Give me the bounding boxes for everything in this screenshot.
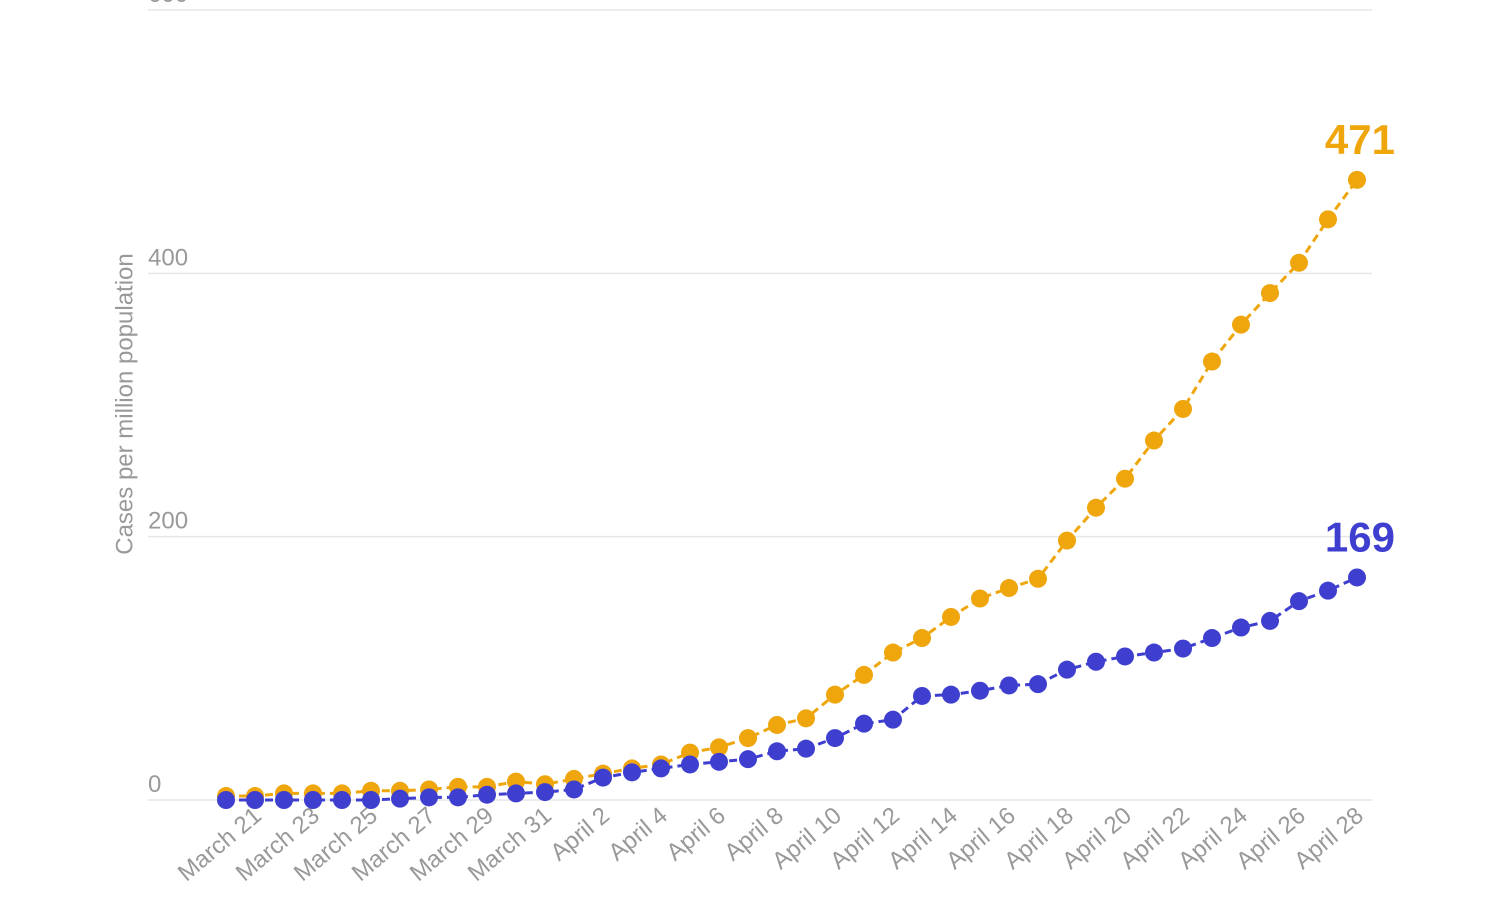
data-point	[652, 759, 670, 778]
data-point	[1319, 581, 1337, 600]
data-point	[710, 752, 728, 771]
data-point	[1261, 611, 1279, 630]
data-point	[826, 729, 844, 748]
data-point	[768, 715, 786, 734]
data-point	[1290, 253, 1308, 272]
data-point	[362, 791, 380, 809]
data-point	[1261, 284, 1279, 303]
data-point	[797, 709, 815, 728]
data-point	[942, 685, 960, 704]
data-point	[884, 710, 902, 729]
data-point	[1116, 647, 1134, 666]
data-point	[623, 763, 641, 782]
data-point	[217, 791, 235, 809]
data-point	[1203, 629, 1221, 648]
data-point	[1232, 618, 1250, 637]
data-point	[1000, 676, 1018, 695]
data-point	[1145, 431, 1163, 450]
data-point	[855, 665, 873, 684]
data-point	[391, 789, 409, 808]
data-point	[826, 685, 844, 704]
data-point	[275, 791, 293, 809]
y-tick-label: 600	[148, 0, 188, 8]
data-point	[1290, 592, 1308, 611]
end-label: 471	[1325, 116, 1395, 163]
data-point	[1029, 675, 1047, 694]
data-point	[913, 686, 931, 705]
data-point	[246, 791, 264, 809]
data-point	[1087, 652, 1105, 671]
data-point	[565, 780, 583, 799]
data-point	[1058, 660, 1076, 679]
data-point	[942, 607, 960, 626]
series-line	[226, 576, 1358, 802]
series-line	[226, 178, 1359, 798]
data-point	[971, 589, 989, 608]
data-point	[478, 785, 496, 804]
data-point	[1174, 399, 1192, 418]
data-point	[1348, 568, 1366, 587]
data-point	[1000, 579, 1018, 598]
y-axis-label: Cases per million population	[111, 253, 138, 555]
data-point	[304, 791, 322, 809]
data-point	[1319, 210, 1337, 229]
data-point	[681, 755, 699, 774]
data-point	[855, 714, 873, 733]
data-point	[1232, 315, 1250, 334]
data-point	[449, 788, 467, 807]
data-point	[739, 750, 757, 769]
data-point	[884, 643, 902, 662]
x-tick-label: April 4	[603, 802, 672, 866]
data-point	[420, 788, 438, 807]
x-tick-label: April 2	[545, 802, 614, 866]
data-point	[797, 739, 815, 758]
end-label: 169	[1325, 513, 1395, 560]
data-point	[768, 742, 786, 761]
data-point	[536, 783, 554, 802]
y-tick-label: 0	[148, 771, 161, 798]
y-tick-label: 200	[148, 508, 188, 535]
data-point	[333, 791, 351, 809]
data-point	[1116, 469, 1134, 488]
data-point	[594, 768, 612, 787]
data-point	[507, 784, 525, 803]
data-point	[1203, 352, 1221, 371]
data-point	[1058, 531, 1076, 550]
data-point	[710, 738, 728, 757]
data-point	[1029, 569, 1047, 588]
data-point	[1348, 170, 1366, 189]
data-point	[1174, 639, 1192, 658]
x-tick-label: April 6	[661, 802, 730, 866]
data-point	[739, 729, 757, 748]
data-point	[1145, 643, 1163, 662]
data-point	[1087, 498, 1105, 517]
y-tick-label: 400	[148, 244, 188, 271]
data-point	[971, 681, 989, 700]
data-point	[913, 629, 931, 648]
